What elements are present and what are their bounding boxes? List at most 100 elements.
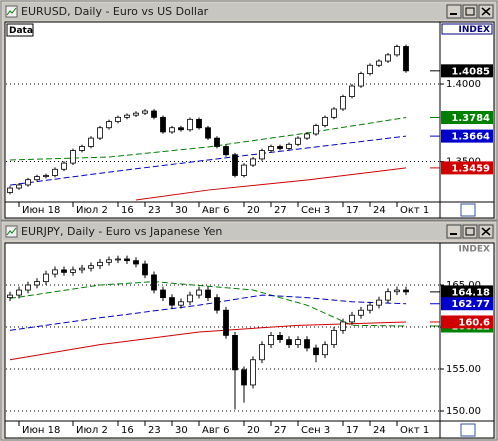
candle-body (124, 114, 130, 118)
candle-body (286, 339, 292, 346)
candle-body (286, 143, 292, 149)
maximize-glyph (465, 7, 475, 16)
y-tick-label: 150.00 (446, 406, 481, 417)
candle-body (241, 369, 247, 386)
candle-body (160, 116, 166, 133)
x-tick-label: Сен 3 (301, 425, 330, 436)
candle-body (232, 154, 238, 176)
candle-body (178, 127, 184, 131)
price-box (441, 64, 493, 78)
index-label: INDEX (459, 245, 490, 255)
candle-body (187, 294, 193, 303)
candle-body (385, 54, 391, 62)
x-tick-label: 20 (247, 425, 260, 436)
window-icon (5, 225, 18, 238)
x-tick-label: 17 (346, 205, 359, 216)
candle-body (205, 127, 211, 139)
maximize-button[interactable] (462, 4, 478, 19)
candle-body (340, 96, 346, 110)
x-tick-label: Окт 1 (400, 425, 429, 436)
candle-body (322, 344, 328, 356)
moving-average (9, 281, 407, 327)
plot-area (4, 21, 441, 203)
candle-body (7, 294, 13, 299)
data-box (6, 23, 34, 37)
candle-body (196, 118, 202, 129)
candle-body (277, 335, 283, 341)
x-tick-label: Июн 18 (22, 205, 60, 216)
candle-body (304, 133, 310, 139)
candle-body (106, 259, 112, 263)
corner-icon[interactable] (460, 423, 476, 437)
candle-body (88, 137, 94, 147)
candle-body (349, 85, 355, 97)
candle-body (367, 64, 373, 75)
price-box-label: 1.3784 (451, 113, 490, 124)
x-tick-label: 16 (121, 205, 134, 216)
candle-body (259, 344, 265, 361)
y-tick-label: 1.4000 (446, 79, 481, 90)
candle-body (133, 260, 139, 265)
candle-body (322, 116, 328, 126)
x-tick-label: Сен 3 (301, 205, 330, 216)
maximize-button[interactable] (462, 224, 478, 239)
window-icon (5, 5, 18, 18)
candle-body (169, 127, 175, 133)
minimize-button[interactable] (446, 224, 462, 239)
candle-body (250, 359, 256, 386)
x-tick-label: Июн 18 (22, 425, 60, 436)
corner-icon[interactable] (460, 203, 476, 217)
candle-body (232, 335, 238, 371)
candle-body (160, 289, 166, 299)
candle-body (43, 175, 49, 177)
x-tick-label: 27 (274, 425, 287, 436)
x-tick-label: 23 (148, 425, 161, 436)
candle-body (16, 184, 22, 189)
candle-body (277, 146, 283, 149)
x-tick-label: 23 (148, 205, 161, 216)
candle-body (124, 258, 130, 262)
candle-body (196, 289, 202, 296)
window-icon-glyph (6, 7, 17, 16)
candle-body (70, 269, 76, 273)
price-box (441, 285, 493, 299)
close-glyph (481, 7, 491, 16)
x-tick-label: 24 (373, 425, 386, 436)
candle-body (61, 269, 67, 273)
candle-body (358, 73, 364, 87)
candle-body (403, 289, 409, 293)
candle-body (34, 176, 40, 181)
minimize-button[interactable] (446, 4, 462, 19)
candle-body (331, 108, 337, 118)
candle-body (115, 258, 121, 261)
window-title: EURJPY, Daily - Euro vs Japanese Yen (21, 225, 222, 238)
price-box (441, 111, 493, 125)
moving-average (9, 321, 407, 361)
price-box-label: 1.3459 (451, 163, 490, 174)
title-bar (3, 223, 495, 240)
data-label: Data (9, 26, 33, 36)
moving-average (9, 135, 407, 186)
price-box-label: 160.6 (458, 317, 490, 328)
candle-body (313, 125, 319, 135)
candle-body (376, 299, 382, 306)
candle-body (115, 116, 121, 122)
candle-body (142, 263, 148, 276)
candle-body (205, 289, 211, 299)
price-box (441, 161, 493, 175)
candle-body (187, 118, 193, 131)
x-tick-label: 17 (346, 425, 359, 436)
candle-body (304, 339, 310, 349)
price-box-label: 1.4085 (451, 66, 490, 77)
candle-body (142, 110, 148, 114)
candle-body (97, 127, 103, 139)
x-tick-label: 20 (247, 205, 260, 216)
candle-body (70, 150, 76, 164)
x-tick-label: 24 (373, 205, 386, 216)
candle-body (178, 301, 184, 306)
candle-body (331, 329, 337, 346)
candle-body (268, 146, 274, 151)
candle-body (340, 321, 346, 331)
